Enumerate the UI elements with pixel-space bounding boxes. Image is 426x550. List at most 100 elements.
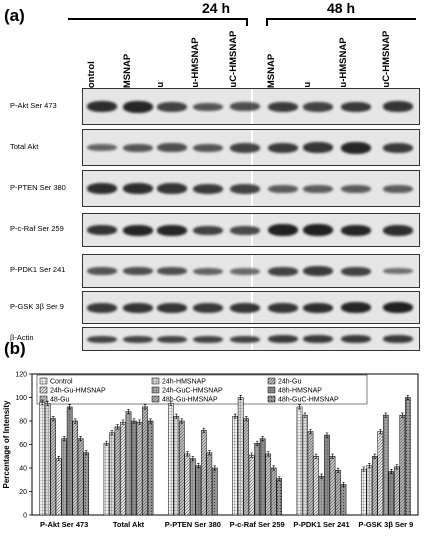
panel-b-label: (b) (4, 339, 26, 358)
bar (200, 430, 207, 516)
error-bar (342, 481, 345, 487)
error-bar (68, 404, 71, 410)
blot-band (268, 143, 298, 153)
error-bar (379, 429, 382, 435)
legend-box (36, 374, 368, 405)
bar (270, 467, 277, 516)
error-bar (331, 453, 334, 459)
bar (125, 411, 132, 516)
blot-label: P-GSK 3β Ser 9 (10, 301, 64, 311)
error-bar (180, 418, 184, 424)
legend-swatch (267, 386, 276, 394)
bracket-24h (68, 18, 246, 20)
lane-label-24h-guc-hmsnap: GuC-HMSNAP (228, 30, 239, 95)
error-bar (132, 418, 136, 424)
blot-band (268, 303, 298, 313)
blot-band (123, 303, 153, 313)
bar (243, 418, 250, 516)
blot-band (157, 303, 187, 313)
blot-band (87, 101, 117, 112)
error-bar (84, 450, 88, 456)
blot-band (193, 103, 223, 111)
blot-image (82, 327, 420, 351)
blot-band (87, 303, 117, 313)
x-category-label: P-PDK1 Ser 241 (293, 520, 349, 529)
bar (324, 434, 330, 516)
blot-band (193, 336, 223, 343)
bar (232, 416, 239, 516)
error-bar (143, 404, 147, 410)
bar (302, 414, 308, 516)
error-bar (208, 450, 211, 456)
x-category-label: P-Akt Ser 473 (40, 520, 88, 529)
legend-swatch (267, 377, 276, 385)
bar (61, 438, 68, 516)
legend-swatch (39, 395, 48, 403)
bar (44, 403, 51, 516)
blot-band (268, 224, 298, 236)
time-label-24h: 24 h (201, 0, 230, 16)
bar (393, 466, 400, 516)
bar (39, 401, 46, 516)
error-bar (314, 453, 318, 459)
blot-image (82, 291, 420, 324)
y-tick-label: 120 (15, 372, 27, 379)
blot-band (87, 183, 117, 194)
blot-band (193, 226, 223, 235)
x-category-label: Total Akt (113, 520, 145, 529)
bar (120, 421, 126, 516)
blot-band (303, 185, 333, 193)
error-bar (384, 412, 388, 418)
legend-swatch (39, 386, 48, 394)
error-bar (244, 416, 248, 422)
y-tick-label: 100 (15, 395, 27, 402)
blot-band (341, 302, 371, 313)
blot-band (230, 143, 260, 153)
error-bar (325, 432, 329, 438)
bar (296, 406, 303, 516)
blot-band (87, 267, 117, 275)
blot-band (123, 336, 153, 343)
error-bar (406, 395, 410, 400)
bar (77, 438, 84, 516)
error-bar (121, 419, 125, 425)
blot-band (123, 101, 153, 113)
bar (189, 458, 196, 516)
panel-a-label: (a) (4, 6, 25, 25)
bar (206, 452, 213, 516)
blot-band (303, 224, 333, 236)
legend-swatch (151, 377, 160, 385)
y-tick-label: 80 (19, 419, 27, 426)
bar (371, 456, 378, 516)
error-bar (46, 400, 49, 406)
error-bar (197, 463, 200, 469)
blot-band (303, 303, 333, 313)
bar (329, 456, 336, 516)
bar (147, 420, 154, 516)
bar (103, 443, 110, 516)
blot-image (82, 213, 420, 247)
blot-band (303, 142, 333, 153)
bar (313, 456, 319, 516)
blot-band (303, 335, 333, 343)
blot-band (193, 268, 223, 275)
legend-entry: 48h-GuC-HMSNAP (278, 397, 339, 404)
blot-band (268, 102, 298, 112)
bar (83, 452, 90, 516)
bar (178, 420, 185, 516)
bracket-48h (266, 18, 416, 20)
blot-band (268, 335, 298, 343)
error-bar (202, 427, 206, 433)
blot-band (87, 336, 117, 343)
error-bar (401, 412, 404, 418)
error-bar (266, 451, 270, 457)
bar (131, 420, 137, 516)
bar (114, 426, 121, 516)
error-bar (191, 456, 195, 462)
error-bar (395, 464, 399, 470)
blot-band (268, 267, 298, 276)
error-bar (138, 419, 141, 425)
blot-label: P-Akt Ser 473 (10, 100, 57, 110)
error-bar (298, 404, 301, 410)
blot-band (230, 303, 260, 313)
